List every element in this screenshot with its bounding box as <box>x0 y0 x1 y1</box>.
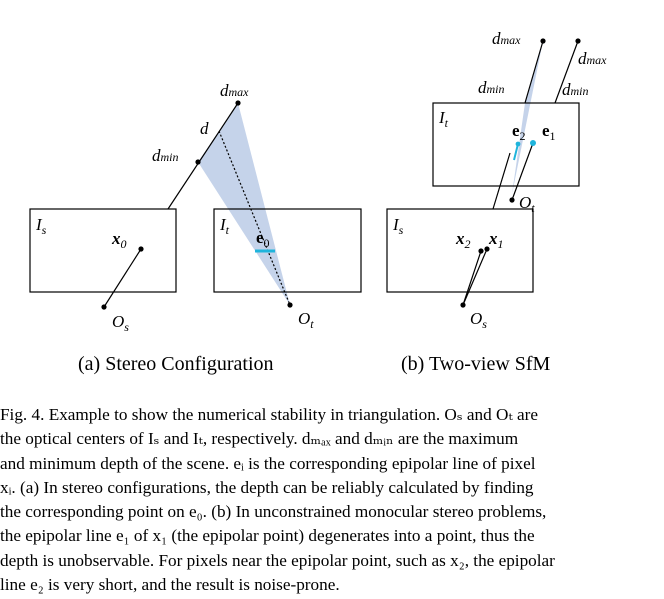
label-x2: x2 <box>455 229 471 251</box>
point-dmax-a <box>235 100 241 106</box>
label-dmax1-b: dmax <box>492 29 521 48</box>
point-dmax1 <box>540 38 546 44</box>
depth-cone-b <box>512 41 543 194</box>
label-Os-b: Os <box>470 309 487 331</box>
figure-caption: Fig. 4. Example to show the numerical st… <box>0 403 664 597</box>
ray-dmax1 <box>524 40 544 104</box>
label-Is-b: Is <box>392 215 404 237</box>
label-e2: e2 <box>512 121 526 143</box>
point-os-a <box>101 304 107 310</box>
epipolar-line-e2 <box>513 143 519 161</box>
ray-x1 <box>462 248 488 306</box>
caption-line-4: xᵢ. (a) In stereo configurations, the de… <box>0 477 534 497</box>
label-d: d <box>200 119 209 138</box>
target-image-frame-a <box>213 208 362 293</box>
ray-dmax2 <box>554 40 579 104</box>
point-e1 <box>530 140 536 146</box>
ray-mid-1 <box>492 152 511 210</box>
panel-a-stereo: dmax d dmin Is It x0 e0 Os Ot (a) Stereo… <box>29 81 362 375</box>
os-ray-a <box>103 248 142 308</box>
point-os-b <box>460 302 466 308</box>
point-x1 <box>484 246 490 252</box>
ray-x2 <box>462 250 482 306</box>
ray-line-a <box>167 102 239 210</box>
label-Os-a: Os <box>112 312 129 334</box>
ray-mid-2 <box>511 142 534 201</box>
source-image-frame-a <box>29 208 177 293</box>
panel-a-caption: (a) Stereo Configuration <box>78 353 274 375</box>
label-Is-a: Is <box>35 215 47 237</box>
label-dmin2-b: dmin <box>562 80 589 99</box>
caption-line-1: Fig. 4. Example to show the numerical st… <box>0 405 538 424</box>
label-x0: x0 <box>111 229 127 251</box>
caption-line-8: line e₂ is very short, and the result is… <box>0 575 340 595</box>
point-dmin-a <box>195 159 201 165</box>
point-e2 <box>515 141 521 147</box>
label-dmax2-b: dmax <box>578 49 607 68</box>
label-e0: e0 <box>256 228 270 250</box>
caption-line-3: and minimum depth of the scene. eᵢ is th… <box>0 453 536 473</box>
label-dmin1-b: dmin <box>478 78 505 97</box>
point-x2 <box>478 248 484 254</box>
target-image-frame-b <box>432 102 580 187</box>
caption-line-7: depth is unobservable. For pixels near t… <box>0 550 555 570</box>
label-It-a: It <box>219 215 230 237</box>
label-It-b: It <box>438 108 449 130</box>
panel-b-two-view: dmax dmax dmin dmin It e2 e1 Ot Is x2 x1 <box>386 29 607 375</box>
label-x1: x1 <box>488 229 504 251</box>
panel-b-caption: (b) Two-view SfM <box>401 353 551 375</box>
source-image-frame-b <box>386 208 534 293</box>
depth-cone-a <box>198 103 290 305</box>
caption-line-5: the corresponding point on e₀. (b) In un… <box>0 502 547 522</box>
label-dmax-a: dmax <box>220 81 249 100</box>
point-dmax2 <box>575 38 581 44</box>
label-dmin-a: dmin <box>152 146 179 165</box>
point-ot-a <box>287 302 293 308</box>
label-Ot-a: Ot <box>298 309 314 331</box>
depth-dotted-line <box>218 130 291 306</box>
figure-diagram: dmax d dmin Is It x0 e0 Os Ot (a) Stereo… <box>29 29 607 375</box>
caption-line-6: the epipolar line e₁ of x₁ (the epipolar… <box>0 526 535 546</box>
point-ot-b <box>509 197 515 203</box>
label-e1: e1 <box>542 121 556 143</box>
label-Ot-b: Ot <box>519 193 535 215</box>
caption-line-2: the optical centers of Iₛ and Iₜ, respec… <box>0 429 519 449</box>
point-x0 <box>138 246 144 252</box>
